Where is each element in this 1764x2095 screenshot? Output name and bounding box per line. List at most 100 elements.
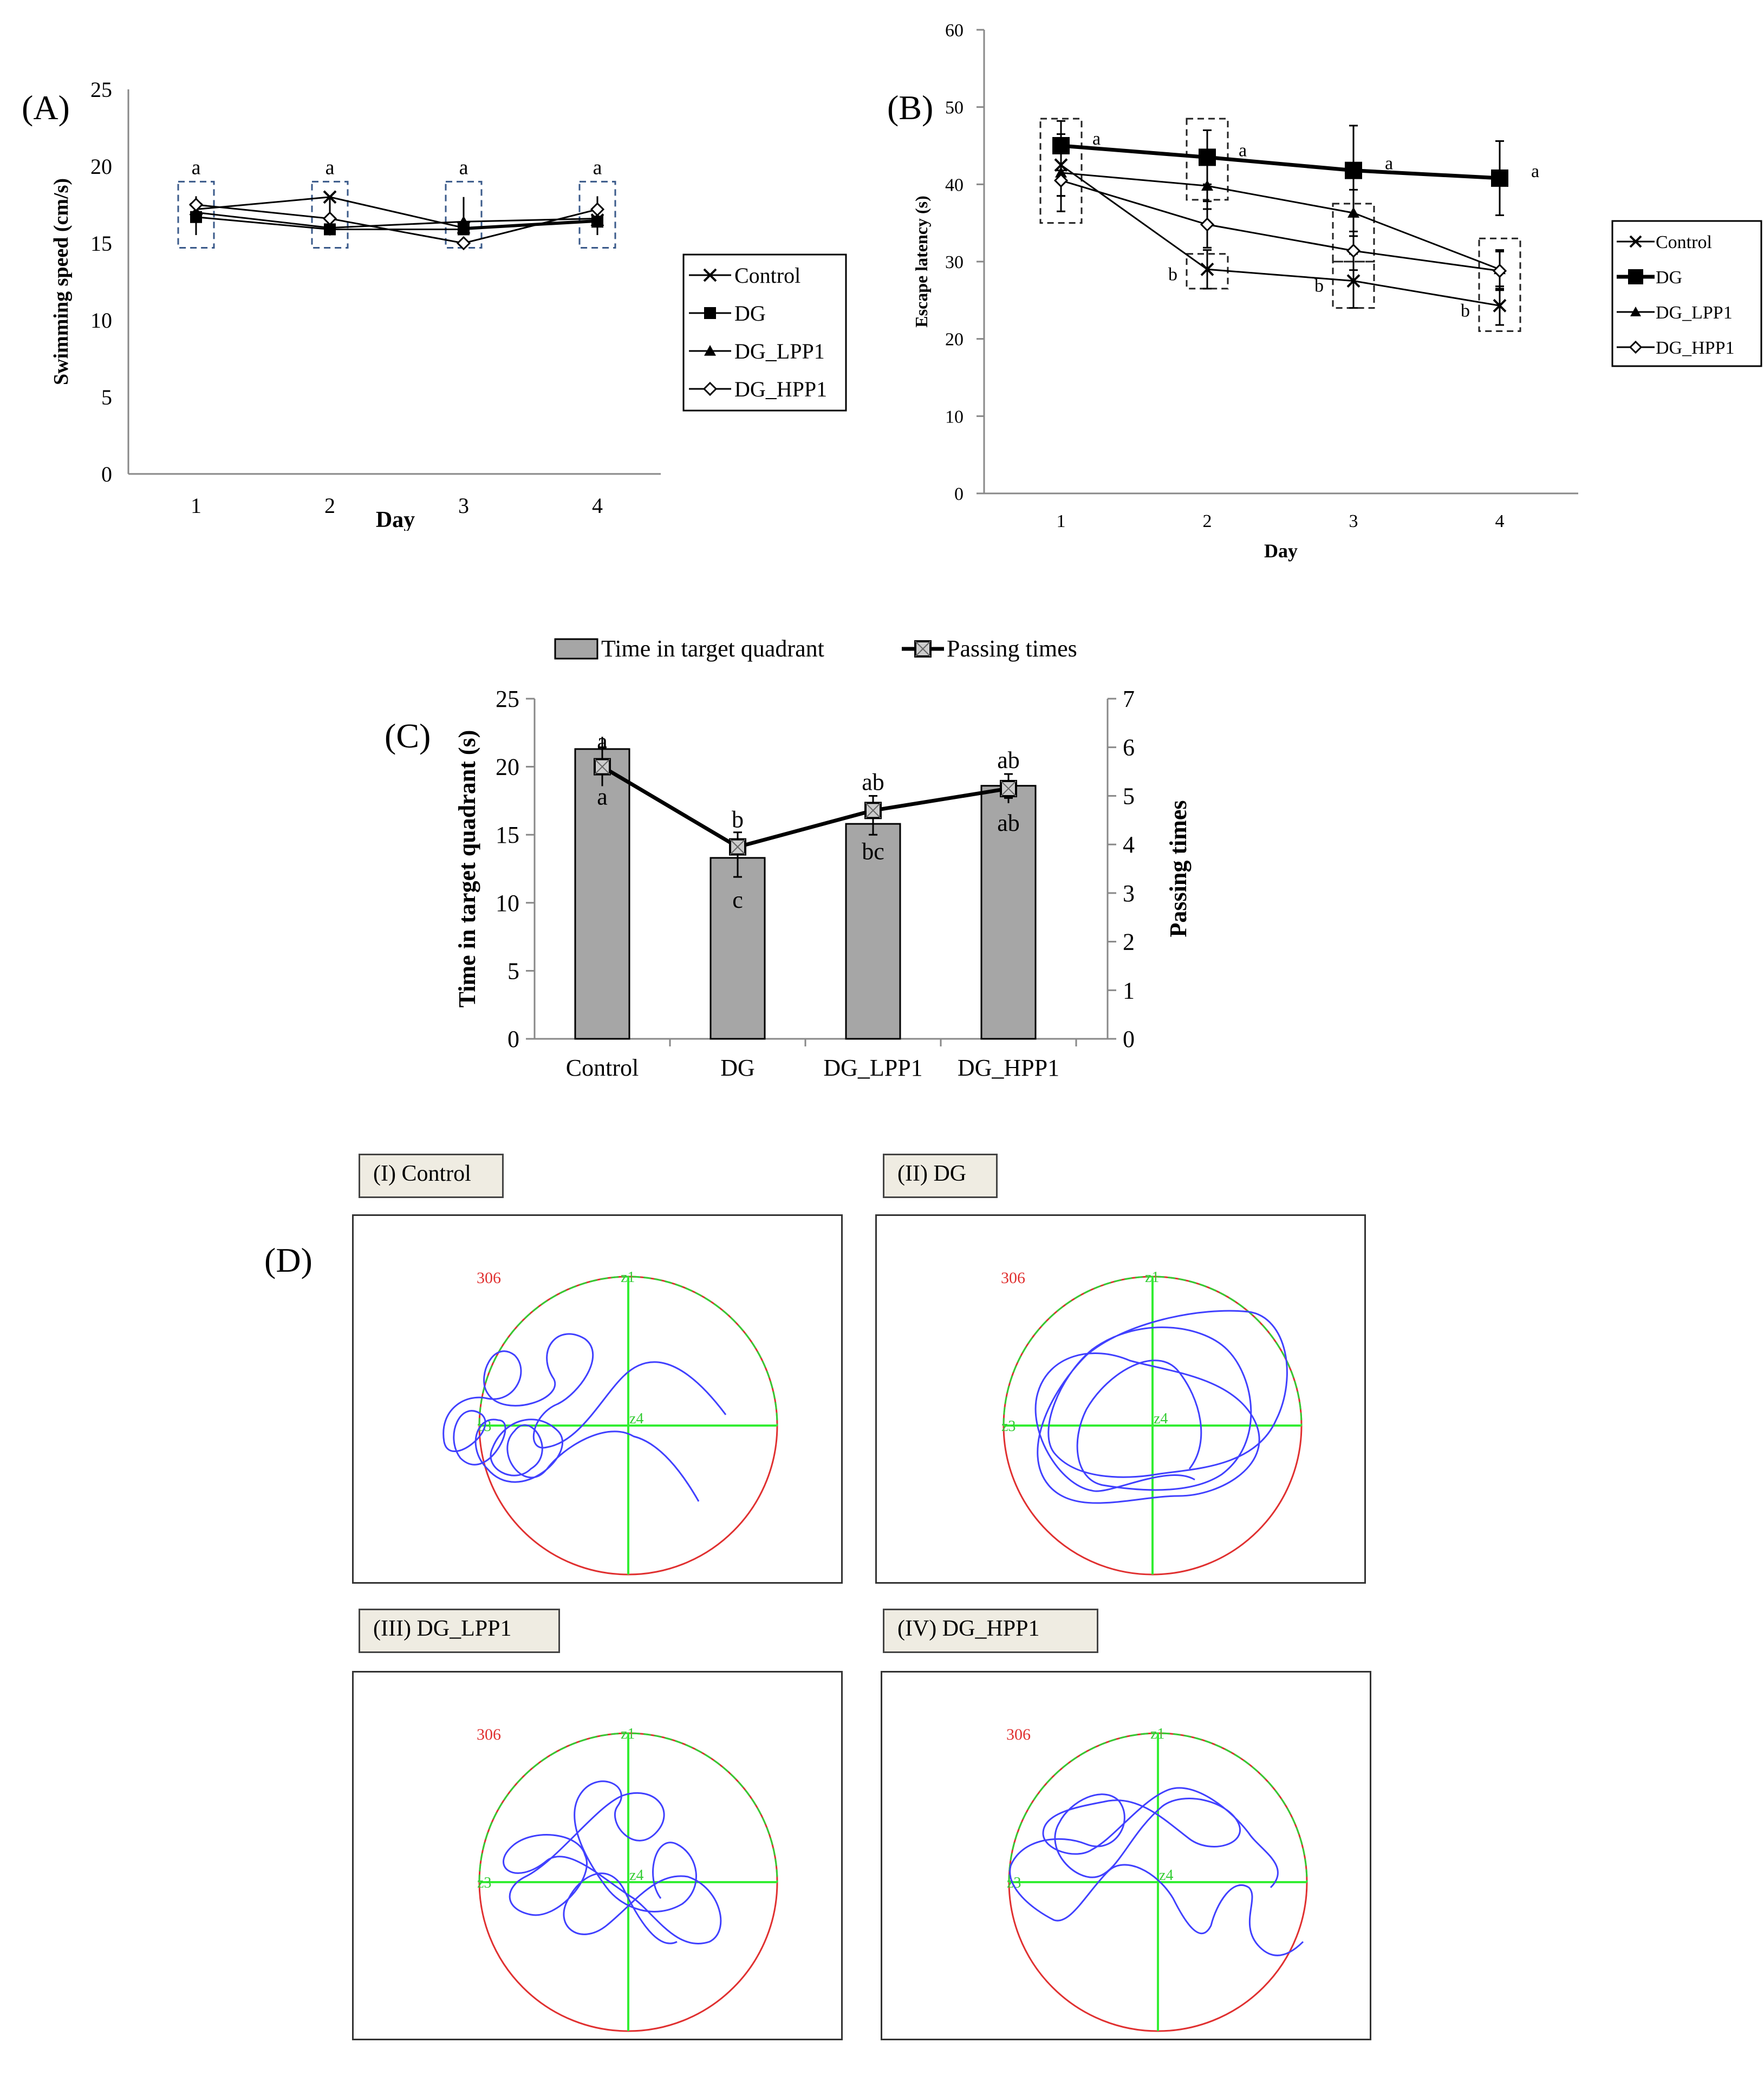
b-ylabel: Escape latency (s) — [912, 196, 931, 328]
panel-b-label: (B) — [887, 88, 933, 127]
b-ytick-20: 20 — [945, 330, 964, 350]
b-point-Control-3-b — [1346, 274, 1361, 288]
a-ytick-0: 0 — [101, 462, 112, 486]
c-ltick-0: 0 — [507, 1026, 519, 1052]
c-ltick-10: 10 — [496, 890, 519, 916]
pool-zone-z4-3: z4 — [1159, 1867, 1173, 1884]
pool-zone-z4-0: z4 — [629, 1410, 643, 1427]
c-bar-letter-DG: c — [732, 887, 743, 913]
b-ytick-30: 30 — [945, 252, 964, 272]
a-legend-label-DG_LPP1: DG_LPP1 — [734, 339, 825, 363]
b-point-DG-4 — [1491, 169, 1508, 187]
b-point-Control-1 — [1054, 158, 1068, 172]
panel-b-chart: (B) 0 10 20 30 40 50 60 1 2 3 4 Day Escape latency (s… — [887, 21, 1762, 562]
b-legend-marker-DG — [1628, 269, 1643, 284]
b-legend-label-DG: DG — [1656, 268, 1682, 288]
a-ytick-20: 20 — [90, 154, 112, 179]
a-legend-label-Control: Control — [734, 263, 800, 288]
a-point-DG_LPP1-2 — [324, 222, 336, 233]
pool-corner-label-2: 306 — [477, 1726, 501, 1743]
pool-zone-z1-3: z1 — [1150, 1726, 1164, 1742]
b-letter-bottom-4: b — [1461, 301, 1470, 321]
a-legend-marker-Control-b — [703, 268, 717, 282]
b-letter-top-3: a — [1385, 154, 1393, 174]
b-point-DG_LPP1-2 — [1201, 180, 1213, 191]
c-bar-letter-DG_HPP1: ab — [997, 810, 1020, 836]
b-line-Control — [1060, 164, 1500, 307]
b-legend-box — [1611, 220, 1762, 367]
a-ytick-10: 10 — [90, 308, 112, 333]
a-legend-marker-Control — [703, 268, 717, 282]
c-legend-line-marker-h2 — [915, 641, 931, 657]
b-ytick-10: 10 — [945, 407, 964, 427]
pool-zone-z1-2: z1 — [621, 1726, 635, 1742]
a-ytick-15: 15 — [90, 231, 112, 256]
b-xtick-2: 2 — [1203, 511, 1212, 531]
b-point-DG-3 — [1345, 161, 1362, 179]
c-xtick-DG_LPP1: DG_LPP1 — [823, 1055, 922, 1081]
c-line-letter-DG_HPP1: ab — [997, 747, 1020, 773]
a-ytick-5: 5 — [101, 385, 112, 409]
a-xtick-1: 1 — [191, 493, 201, 518]
b-point-DG_HPP1-2 — [1200, 217, 1215, 232]
b-xtick-4: 4 — [1495, 511, 1505, 531]
a-point-DG_HPP1-4 — [590, 202, 605, 217]
a-line-DG_LPP1 — [196, 211, 598, 229]
c-bar-DG — [709, 857, 766, 1040]
a-letter-1: a — [192, 156, 201, 179]
a-group-box-2 — [311, 180, 349, 249]
a-point-DG_HPP1-1 — [188, 197, 204, 212]
b-group-box-lower-3 — [1332, 261, 1375, 309]
b-legend-marker-Control-b — [1629, 235, 1642, 248]
b-ytick-50: 50 — [945, 98, 964, 118]
a-point-DG_HPP1-2 — [322, 211, 337, 226]
c-rtick-1: 1 — [1123, 977, 1135, 1004]
a-ytick-25: 25 — [90, 77, 112, 102]
b-group-box-upper-4 — [1478, 237, 1521, 332]
c-xtick-DG_HPP1: DG_HPP1 — [958, 1055, 1059, 1081]
track-title-dg: (II) DG — [883, 1154, 998, 1198]
b-line-DG_LPP1 — [1060, 172, 1500, 270]
c-rtick-7: 7 — [1123, 686, 1135, 712]
swim-path-1 — [1034, 1310, 1288, 1504]
b-letter-bottom-2: b — [1168, 264, 1177, 284]
pool-zone-z4-1: z4 — [1154, 1410, 1168, 1427]
c-rtick-2: 2 — [1123, 929, 1135, 955]
c-bar-DG_HPP1 — [980, 785, 1037, 1040]
b-xlabel: Day — [1264, 540, 1298, 562]
panel-c-chart: (C) 0 5 10 15 20 25 0 1 2 3 4 5 6 7 Time in target quad… — [385, 635, 1192, 1081]
swim-track-dg-lpp1: 306 z1 z3 z4 — [477, 1726, 778, 2032]
b-legend-label-DG_HPP1: DG_HPP1 — [1656, 338, 1734, 358]
b-point-Control-2 — [1200, 262, 1214, 276]
pool-corner-label-1: 306 — [1001, 1269, 1025, 1287]
track-title-dg-lpp1: (III) DG_LPP1 — [359, 1609, 560, 1653]
b-point-DG_HPP1-4 — [1492, 263, 1507, 278]
b-letter-top-2: a — [1239, 140, 1247, 160]
a-group-box-4 — [578, 180, 616, 249]
c-bar-letter-DG_LPP1: bc — [862, 838, 884, 864]
c-ltick-25: 25 — [496, 686, 519, 712]
c-passing-point-DG-h2 — [730, 838, 746, 855]
c-ylabel-left: Time in target quadrant (s) — [454, 730, 480, 1008]
b-point-DG_LPP1-3 — [1348, 207, 1359, 218]
c-passing-point-DG_LPP1-h2 — [865, 802, 881, 819]
pool-zone-z1-1: z1 — [1145, 1269, 1159, 1286]
pool-zone-z4-2: z4 — [629, 1867, 643, 1884]
a-legend-marker-DG — [704, 307, 716, 319]
b-line-DG_HPP1 — [1060, 179, 1500, 272]
c-legend-bar-label: Time in target quadrant — [601, 635, 824, 662]
b-xtick-3: 3 — [1349, 511, 1358, 531]
b-line-DG — [1060, 144, 1500, 180]
a-legend-label-DG_HPP1: DG_HPP1 — [734, 377, 827, 401]
b-point-Control-2-b — [1200, 262, 1214, 276]
swim-path-0 — [442, 1333, 727, 1502]
a-xlabel: Day — [376, 508, 415, 531]
track-title-dg-hpp1: (IV) DG_HPP1 — [883, 1609, 1098, 1653]
b-legend-label-Control: Control — [1656, 232, 1712, 252]
b-point-Control-3 — [1346, 274, 1361, 288]
b-xtick-1: 1 — [1057, 511, 1066, 531]
a-xtick-3: 3 — [458, 493, 469, 518]
a-line-DG_HPP1 — [196, 204, 598, 244]
a-point-DG_LPP1-4 — [591, 212, 603, 224]
